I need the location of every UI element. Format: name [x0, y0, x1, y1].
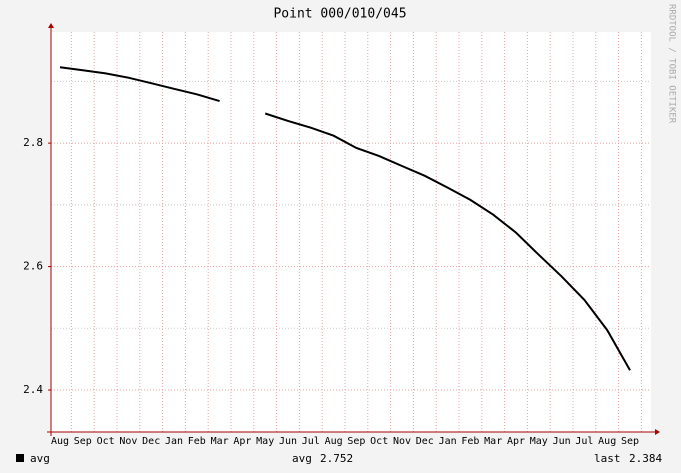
x-tick-label: Apr [507, 436, 525, 447]
y-arrow [48, 23, 54, 28]
x-tick-label: May [530, 436, 548, 447]
x-tick-label: Jul [575, 436, 593, 447]
x-tick-label: Feb [461, 436, 479, 447]
x-tick-label: Oct [97, 436, 115, 447]
x-tick-label: Feb [188, 436, 206, 447]
x-tick-label: Dec [142, 436, 160, 447]
x-tick-label: Sep [621, 436, 639, 447]
watermark: RRDTOOL / TOBI OETIKER [667, 4, 677, 124]
last-label: last [594, 452, 621, 465]
x-tick-label: Sep [74, 436, 92, 447]
x-tick-label: Apr [233, 436, 251, 447]
data-line [59, 66, 220, 103]
x-tick-label: Aug [325, 436, 343, 447]
x-tick-label: Mar [211, 436, 229, 447]
x-tick-label: Sep [347, 436, 365, 447]
marks [59, 66, 631, 371]
x-tick-label: Oct [370, 436, 388, 447]
x-arrow [655, 429, 660, 435]
x-tick-label: Aug [51, 436, 69, 447]
y-tick-label: 2.4 [23, 383, 43, 396]
x-tick-label: Jan [165, 436, 183, 447]
x-tick-label: Dec [416, 436, 434, 447]
plot-area [51, 32, 651, 432]
x-tick-label: May [256, 436, 274, 447]
avg-value: 2.752 [320, 452, 353, 465]
x-tick-label: Nov [119, 436, 137, 447]
x-tick-label: Jan [439, 436, 457, 447]
x-tick-label: Jun [279, 436, 297, 447]
data-line [264, 112, 631, 371]
y-tick-label: 2.6 [23, 260, 43, 273]
x-tick-label: Aug [598, 436, 616, 447]
x-tick-label: Nov [393, 436, 411, 447]
grid [48, 32, 651, 432]
avg-label: avg [292, 452, 312, 465]
legend-label: avg [30, 452, 50, 465]
legend-swatch [16, 454, 24, 462]
x-tick-label: Jul [302, 436, 320, 447]
chart-title: Point 000/010/045 [273, 7, 406, 22]
x-tick-label: Mar [484, 436, 502, 447]
last-value: 2.384 [629, 452, 662, 465]
x-tick-label: Jun [553, 436, 571, 447]
y-tick-label: 2.8 [23, 136, 43, 149]
